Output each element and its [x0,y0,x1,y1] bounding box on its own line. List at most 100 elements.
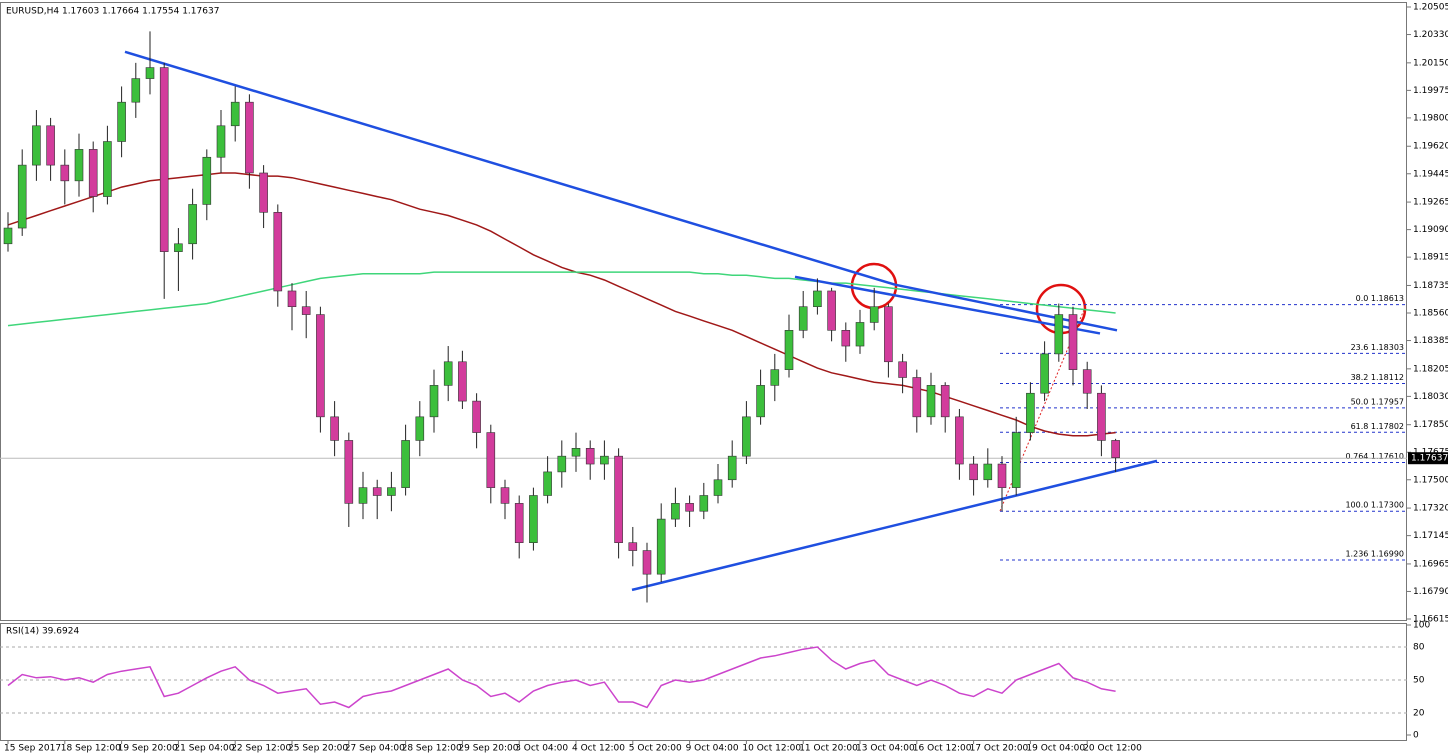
x-tick-label: 3 Oct 04:00 [515,744,568,754]
y-tick-label: 1.19620 [1413,142,1448,152]
trendline [124,50,896,286]
y-tick-label: 1.17500 [1413,475,1448,485]
candle-body [600,455,609,465]
x-tick-label: 17 Oct 20:00 [970,744,1029,754]
x-tick-label: 10 Oct 12:00 [742,744,801,754]
candle-body [557,455,567,473]
y-tick-label: 1.17145 [1413,531,1448,541]
rsi-panel [0,623,1407,741]
x-tick-label: 19 Sep 20:00 [118,744,178,754]
x-tick-label: 13 Oct 04:00 [856,744,915,754]
candle-body [770,369,780,386]
x-tick-label: 20 Oct 12:00 [1083,744,1142,754]
candle-body [940,385,950,418]
y-tick-label: 1.19445 [1413,169,1448,179]
x-tick-label: 9 Oct 04:00 [686,744,739,754]
y-tick-label: 1.18205 [1413,364,1448,374]
candle-body [614,455,623,543]
candle-body [529,495,538,543]
x-tick-label: 15 Sep 2017 [4,744,61,754]
x-tick-label: 28 Sep 12:00 [402,744,462,754]
x-tick-label: 29 Sep 20:00 [458,744,518,754]
candle-body [912,377,922,418]
candle-body [486,432,496,488]
candle-body [358,487,368,504]
candle-body [756,385,765,418]
candle-body [571,448,581,457]
candle-body [202,156,212,205]
candle-body [344,440,354,504]
candle-body [500,487,510,504]
rsi-tick-label: 50 [1413,676,1425,686]
candle-body [174,243,183,252]
candle-body [869,306,879,323]
last-price-label: 1.17637 [1411,454,1448,464]
candle-body [841,330,851,347]
x-tick-label: 4 Oct 12:00 [572,744,625,754]
y-tick-label: 1.16965 [1413,559,1448,569]
candle-body [216,125,226,158]
trendline [894,283,1118,332]
candle-body [443,361,453,386]
trendline [794,275,1101,335]
fib-label: 100.0 1.17300 [1345,501,1404,510]
candle-body [46,125,55,166]
candle-body [301,306,311,315]
candle-body [1082,369,1092,394]
x-tick-label: 22 Sep 12:00 [231,744,291,754]
candle-body [656,518,666,575]
candle-body [17,164,27,229]
candle-body [88,149,98,197]
candle-body [316,314,325,418]
candle-body [699,495,709,512]
chart-title: EURUSD,H4 1.17603 1.17664 1.17554 1.1763… [6,7,219,17]
y-tick-label: 1.20150 [1413,58,1448,68]
candle-body [1026,392,1035,433]
candle-body [813,290,822,308]
candle-body [32,125,41,166]
y-tick-label: 1.18735 [1413,281,1448,291]
x-tick-label: 16 Oct 12:00 [913,744,972,754]
candle-body [387,487,396,496]
candle-body [1011,432,1021,488]
candle-body [784,330,794,370]
candle-body [642,550,652,575]
candle-body [727,455,737,481]
candle-body [330,416,339,441]
candle-body [855,322,865,347]
candle-body [245,101,254,174]
fib-label: 50.0 1.17957 [1351,397,1404,406]
candle-body [926,385,936,418]
x-tick-label: 27 Sep 04:00 [345,744,405,754]
candle-body [472,400,481,433]
candle-body [1111,440,1120,459]
candle-body [259,172,268,213]
x-tick-label: 11 Oct 20:00 [799,744,858,754]
candle-body [60,164,70,182]
fib-label: 23.6 1.18303 [1351,343,1404,352]
y-tick-label: 1.18560 [1413,309,1448,319]
candle-body [415,416,425,441]
candle-body [585,448,595,465]
rsi-tick-label: 0 [1413,731,1419,741]
x-tick-label: 19 Oct 04:00 [1026,744,1085,754]
fib-label: 61.8 1.17802 [1351,422,1404,431]
candle-body [131,78,141,103]
x-tick-label: 21 Sep 04:00 [174,744,234,754]
candle-body [955,416,964,465]
candle-body [1054,314,1064,355]
candle-body [458,361,467,402]
x-tick-label: 18 Sep 12:00 [61,744,121,754]
candle-body [884,306,893,363]
y-tick-label: 1.16790 [1413,587,1448,597]
candle-body [742,416,751,457]
fib-label: 38.2 1.18112 [1351,373,1404,382]
candle-body [969,463,978,481]
y-tick-label: 1.18385 [1413,336,1448,346]
candle-body [372,487,382,496]
candle-body [287,290,297,308]
line [7,271,1116,327]
main-panel [0,2,1407,621]
candle-body [145,67,155,79]
